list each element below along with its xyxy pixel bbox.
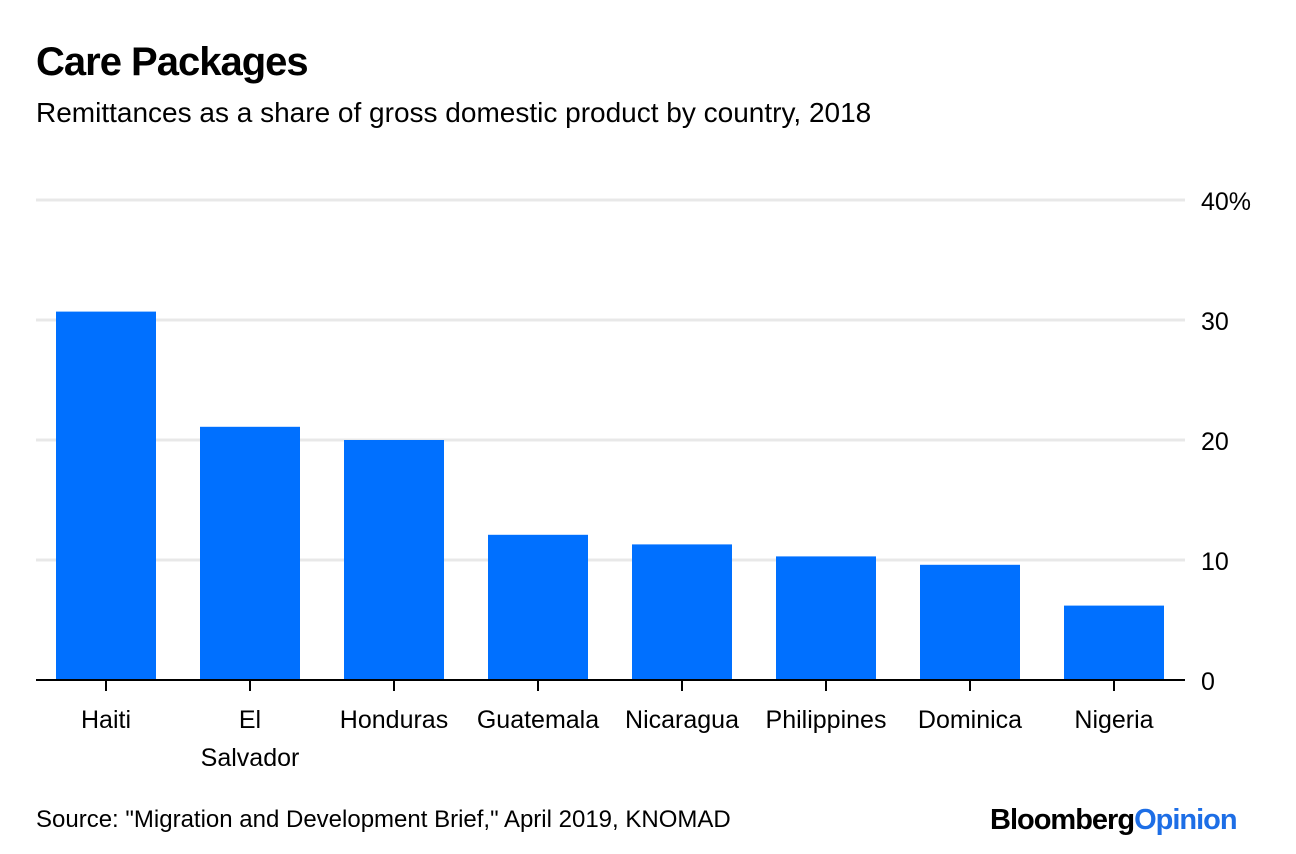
x-tick-label: Nicaragua: [625, 706, 739, 734]
x-tick-label: Haiti: [81, 706, 131, 734]
chart-title: Care Packages: [36, 40, 309, 84]
bar-dominica: [920, 564, 1020, 680]
bar-guatemala: [488, 534, 588, 680]
bar-nigeria: [1064, 605, 1164, 680]
source-note: Source: "Migration and Development Brief…: [36, 806, 731, 833]
chart-subtitle: Remittances as a share of gross domestic…: [36, 97, 872, 128]
y-axis-labels: 0 10 20 30 40%: [1201, 188, 1251, 696]
y-tick-label: 0: [1201, 668, 1215, 696]
bars: [56, 311, 1164, 680]
logo-bloomberg: Bloomberg: [990, 804, 1135, 836]
bar-philippines: [776, 556, 876, 680]
x-axis: [36, 679, 1185, 691]
bar-haiti: [56, 311, 156, 680]
y-tick-label: 10: [1201, 548, 1229, 576]
x-tick-label: Dominica: [918, 706, 1022, 734]
logo-opinion: Opinion: [1134, 804, 1238, 836]
x-tick-label: Philippines: [766, 706, 887, 734]
y-tick-label: 40%: [1201, 188, 1251, 216]
x-axis-labels: Haiti El Salvador Honduras Guatemala Nicaragu…: [81, 706, 1154, 772]
x-tick-label: Nigeria: [1074, 706, 1153, 734]
x-tick-label: El Salvador: [201, 706, 300, 772]
bar-honduras: [344, 440, 444, 680]
y-tick-label: 30: [1201, 308, 1229, 336]
x-tick-label: Honduras: [340, 706, 448, 734]
bar-el-salvador: [200, 426, 300, 680]
x-tick-label: Guatemala: [477, 706, 599, 734]
bloomberg-opinion-logo: BloombergOpinion: [990, 804, 1238, 837]
y-tick-label: 20: [1201, 428, 1229, 456]
bar-nicaragua: [632, 544, 732, 680]
